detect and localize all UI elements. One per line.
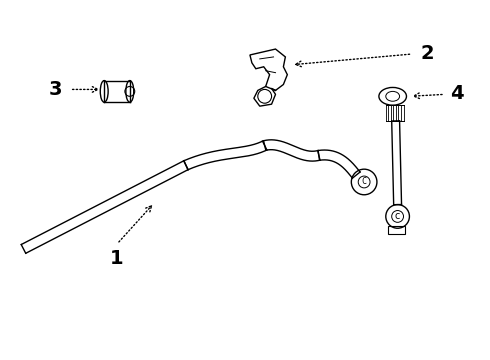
Text: 2: 2: [420, 45, 434, 63]
Text: 3: 3: [48, 80, 62, 99]
Text: c: c: [395, 211, 400, 221]
Text: 4: 4: [450, 84, 464, 103]
Text: C: C: [362, 177, 367, 186]
Text: 1: 1: [110, 249, 124, 268]
